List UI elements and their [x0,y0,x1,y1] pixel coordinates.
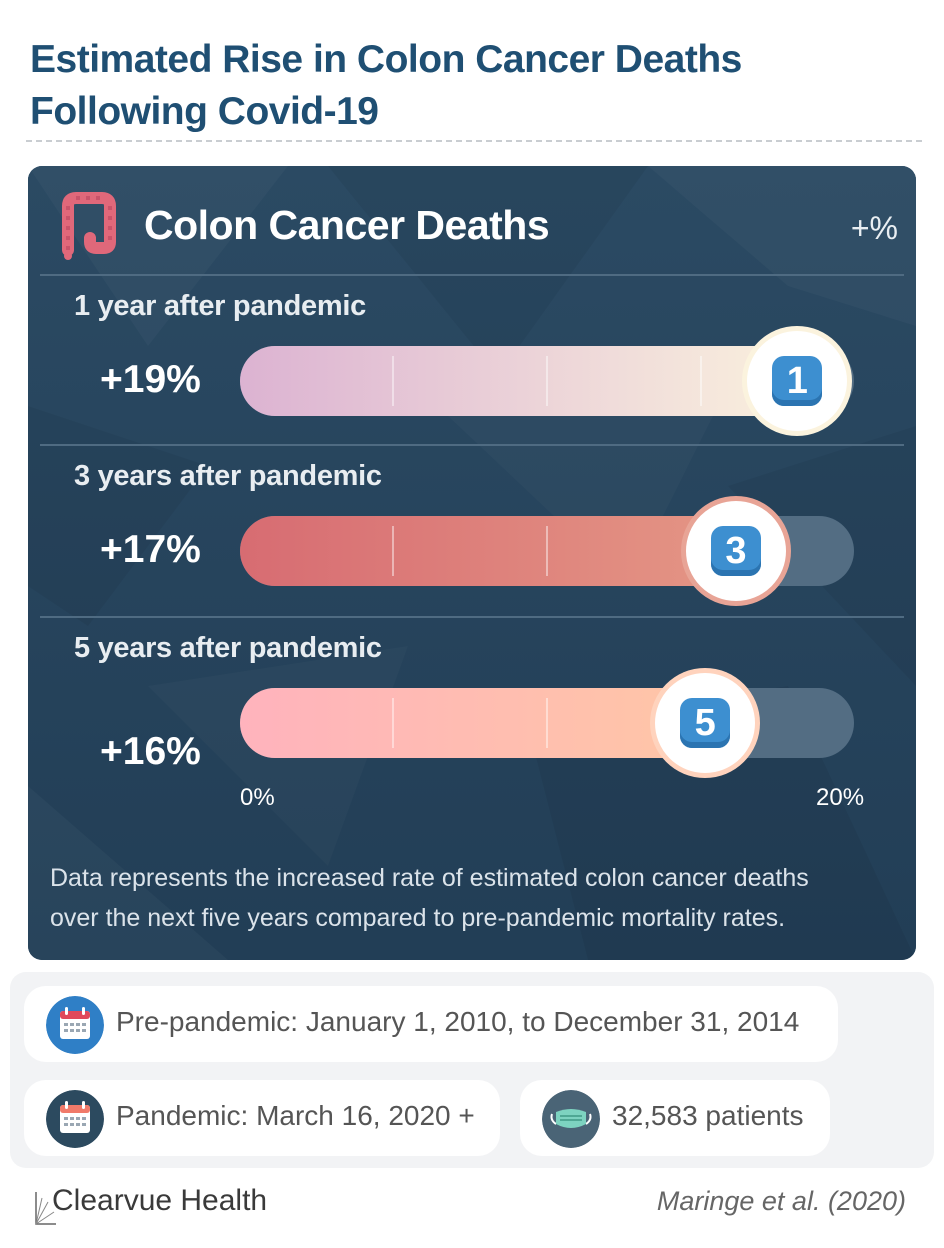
gridline [546,526,548,576]
x-tick-label: 0% [240,784,275,811]
bar [240,688,732,758]
card-header: Colon Cancer Deaths +% [28,166,916,276]
row-divider [40,444,904,446]
year-badge-number: 1 [772,356,823,406]
calendar-icon [46,996,104,1054]
value-label: +19% [100,358,201,401]
calendar-icon [46,1090,104,1148]
pandemic-text: Pandemic: March 16, 2020 + [116,1100,475,1131]
bar-track: 3 [240,501,854,601]
category-label: 1 year after pandemic [74,290,366,322]
chart-note-line-2: over the next five years compared to pre… [50,904,786,932]
unit-label: +% [850,210,898,246]
value-label: +17% [100,528,201,571]
gridline [700,356,702,406]
year-badge: 5 [655,673,756,773]
chart-note-line-1: Data represents the increased rate of es… [50,864,809,892]
bar-track: 1 [240,331,854,431]
year-badge: 3 [685,501,786,601]
pre-pandemic-pill: Pre-pandemic: January 1, 2010, to Decemb… [24,986,838,1062]
gridline [392,526,394,576]
pandemic-pill: Pandemic: March 16, 2020 + [24,1080,500,1156]
gridline [392,698,394,748]
bar-track: 5 [240,673,854,773]
chart-card: Colon Cancer Deaths +% 1 year after pand… [28,166,916,960]
year-badge-number: 3 [710,526,761,576]
value-label: +16% [100,730,201,773]
gridline [392,356,394,406]
page-title-line-2: Following Covid-19 [30,90,379,133]
patients-pill: 32,583 patients [520,1080,830,1156]
patients-text: 32,583 patients [612,1100,804,1131]
page-title: Estimated Rise in Colon Cancer Deaths Fo… [30,34,910,138]
brand-name: Clearvue Health [52,1184,268,1217]
page-title-line-1: Estimated Rise in Colon Cancer Deaths [30,38,742,81]
pre-pandemic-text: Pre-pandemic: January 1, 2010, to Decemb… [116,1006,800,1037]
category-label: 3 years after pandemic [74,460,382,492]
x-tick-label: 20% [816,784,865,811]
face-mask-icon [542,1090,600,1148]
category-label: 5 years after pandemic [74,632,382,664]
brand-mark-icon [35,1192,56,1225]
gridline [546,356,548,406]
colon-icon [62,192,116,260]
bar [240,516,762,586]
bar [240,346,824,416]
title-divider [26,140,922,142]
chart-note: Data represents the increased rate of es… [50,858,900,938]
year-badge: 1 [747,331,848,431]
year-badge-number: 5 [680,698,731,748]
row-divider [40,616,904,618]
gridline [546,698,548,748]
card-title: Colon Cancer Deaths [144,202,550,248]
source-citation: Maringe et al. (2020) [656,1186,906,1216]
row-divider [40,274,904,276]
